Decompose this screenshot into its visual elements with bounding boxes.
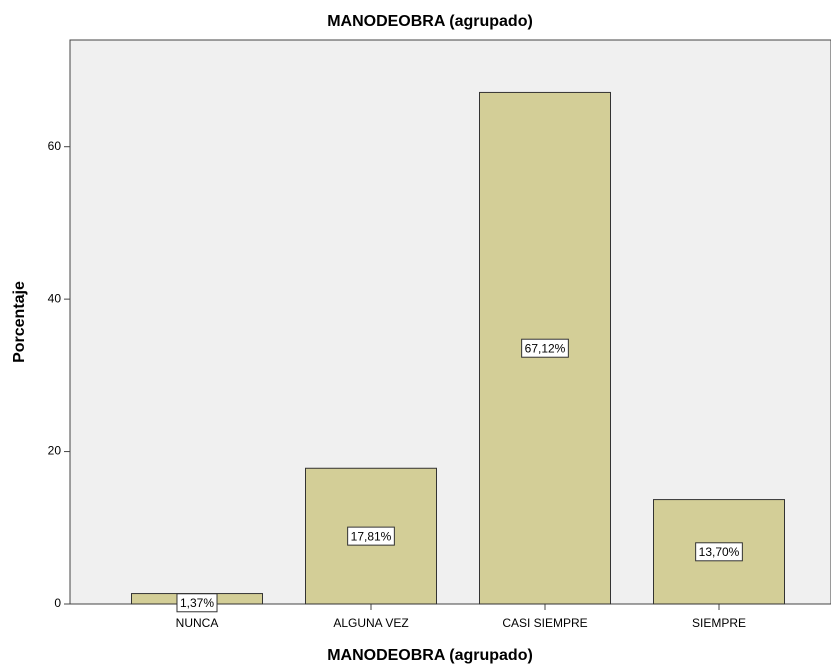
y-tick-label: 60: [48, 139, 62, 153]
value-label-box: [521, 338, 569, 358]
value-label: 17,81%: [351, 529, 392, 543]
value-label: 13,70%: [699, 545, 740, 559]
value-label: 1,37%: [180, 596, 214, 610]
y-axis-label: Porcentaje: [11, 281, 28, 363]
x-tick-label: ALGUNA VEZ: [333, 616, 408, 630]
x-tick-label: NUNCA: [176, 616, 219, 630]
value-label-box: [176, 593, 218, 613]
value-label-box: [695, 542, 743, 562]
chart-title: MANODEOBRA (agrupado): [327, 13, 533, 30]
x-tick-label: SIEMPRE: [692, 616, 746, 630]
x-axis-label: MANODEOBRA (agrupado): [327, 647, 533, 664]
value-label: 67,12%: [525, 341, 566, 355]
value-label-box: [347, 526, 395, 546]
y-tick-label: 20: [48, 444, 62, 458]
y-tick-label: 0: [54, 596, 61, 610]
y-tick-label: 40: [48, 291, 62, 305]
x-tick-label: CASI SIEMPRE: [502, 616, 587, 630]
